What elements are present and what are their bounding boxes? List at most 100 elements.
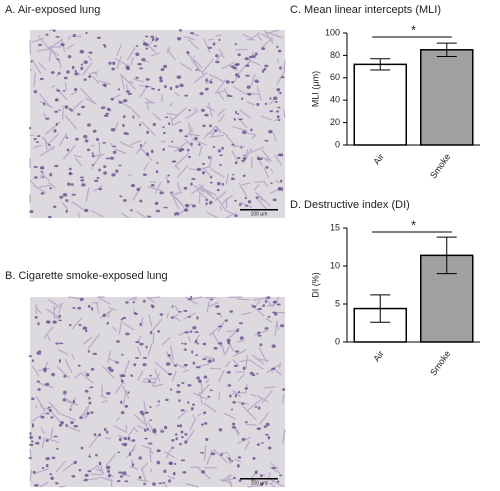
nucleus xyxy=(127,391,130,394)
nucleus xyxy=(28,126,32,130)
tissue-wall xyxy=(85,97,97,105)
nucleus xyxy=(276,45,279,49)
nucleus xyxy=(62,398,66,402)
nucleus xyxy=(252,54,256,59)
tissue-wall xyxy=(129,80,134,84)
nucleus xyxy=(197,143,201,146)
tissue-wall xyxy=(246,101,256,106)
tissue-wall xyxy=(68,36,71,41)
nucleus xyxy=(257,331,261,335)
nucleus xyxy=(176,390,181,394)
tissue-wall xyxy=(133,308,136,312)
tissue-wall xyxy=(115,44,122,57)
tissue-wall xyxy=(130,108,141,119)
tissue-wall xyxy=(208,102,213,118)
nucleus xyxy=(279,474,283,477)
nucleus xyxy=(187,315,191,318)
tissue-wall xyxy=(40,427,46,435)
scale-label: 100 μm xyxy=(251,211,268,217)
tissue-wall xyxy=(171,370,177,382)
nucleus xyxy=(224,319,228,322)
tissue-wall xyxy=(210,168,225,178)
nucleus xyxy=(271,344,276,348)
tissue-wall xyxy=(66,44,74,50)
tissue-wall xyxy=(126,444,137,459)
nucleus xyxy=(178,29,183,32)
nucleus xyxy=(262,304,266,307)
tissue-wall xyxy=(93,185,104,192)
nucleus xyxy=(160,68,165,71)
nucleus xyxy=(235,73,239,77)
nucleus xyxy=(50,71,55,74)
nucleus xyxy=(190,408,194,411)
nucleus xyxy=(146,130,149,135)
nucleus xyxy=(232,66,237,70)
nucleus xyxy=(260,482,264,486)
nucleus xyxy=(33,90,38,94)
nucleus xyxy=(159,313,164,316)
nucleus xyxy=(65,424,68,427)
nucleus xyxy=(237,390,240,394)
tissue-wall xyxy=(274,154,283,166)
nucleus xyxy=(157,88,161,92)
nucleus xyxy=(183,309,188,312)
tissue-wall xyxy=(217,319,226,332)
tissue-wall xyxy=(38,93,51,107)
tissue-wall xyxy=(218,113,226,123)
tissue-wall xyxy=(74,157,83,167)
nucleus xyxy=(45,463,49,468)
nucleus xyxy=(115,340,120,343)
nucleus xyxy=(272,198,277,202)
tissue-wall xyxy=(269,478,285,488)
nucleus xyxy=(187,384,192,387)
nucleus xyxy=(173,364,178,367)
tissue-wall xyxy=(258,347,268,363)
tissue-wall xyxy=(213,449,229,464)
tissue-wall xyxy=(174,92,180,97)
nucleus xyxy=(226,371,231,374)
tissue-wall xyxy=(41,437,46,449)
tissue-wall xyxy=(260,115,273,121)
tissue-wall xyxy=(146,296,155,304)
nucleus xyxy=(135,44,139,48)
bar xyxy=(353,63,407,146)
tissue-wall xyxy=(255,197,268,211)
nucleus xyxy=(160,430,165,433)
nucleus xyxy=(264,64,269,68)
nucleus xyxy=(158,482,163,485)
tissue-wall xyxy=(185,482,199,488)
tissue-wall xyxy=(257,395,269,403)
nucleus xyxy=(63,374,67,378)
nucleus xyxy=(276,87,281,92)
nucleus xyxy=(150,304,153,307)
tissue-wall xyxy=(73,154,82,158)
nucleus xyxy=(234,43,238,46)
nucleus xyxy=(84,139,89,143)
tissue-wall xyxy=(235,427,241,435)
nucleus xyxy=(51,456,56,460)
nucleus xyxy=(40,171,44,173)
nucleus xyxy=(135,76,139,79)
nucleus xyxy=(144,437,148,440)
nucleus xyxy=(171,447,175,449)
nucleus xyxy=(31,423,35,427)
tissue-wall xyxy=(56,366,70,379)
tissue-wall xyxy=(214,125,221,133)
nucleus xyxy=(244,197,247,200)
tissue-wall xyxy=(82,62,93,76)
tissue-wall xyxy=(254,191,271,207)
nucleus xyxy=(118,471,123,474)
nucleus xyxy=(100,106,106,110)
tissue-wall xyxy=(31,37,45,43)
nucleus xyxy=(112,145,117,148)
nucleus xyxy=(85,31,88,35)
tissue-wall xyxy=(155,181,162,194)
nucleus xyxy=(267,315,271,318)
nucleus xyxy=(45,382,50,386)
tissue-wall xyxy=(249,146,265,154)
nucleus xyxy=(199,92,204,96)
nucleus xyxy=(103,427,107,432)
tissue-wall xyxy=(266,29,279,35)
nucleus xyxy=(162,131,166,134)
nucleus xyxy=(78,469,82,472)
